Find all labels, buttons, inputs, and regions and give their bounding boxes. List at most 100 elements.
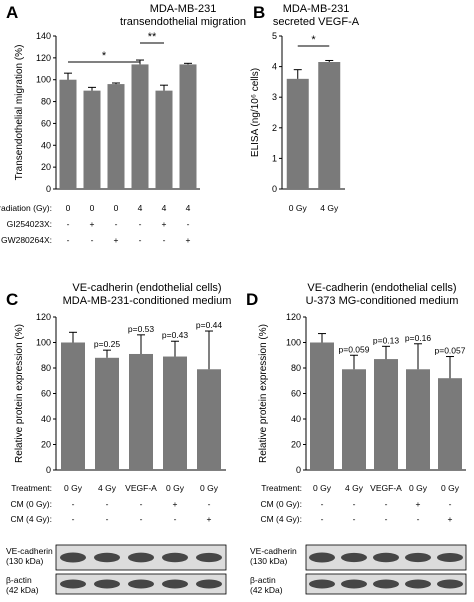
panel-b-bar (286, 78, 309, 189)
panel-a-bar (131, 64, 149, 189)
panel-a-row-value: 0 (66, 203, 71, 213)
panel-c-y-tick-label: 100 (36, 338, 51, 348)
panel-a-row-value: + (186, 235, 191, 245)
panel-a-row-label: Irradiation (Gy): (0, 203, 52, 213)
panel-c-blot-band (162, 579, 188, 589)
panel-c-row-label: CM (4 Gy): (10, 514, 52, 524)
panel-a-row-value: - (67, 219, 70, 229)
panel-d-p-value: p=0.13 (373, 335, 400, 345)
panel-d-y-axis-label: Relative protein expression (%) (258, 324, 269, 463)
panel-d-p-value: p=0.16 (405, 333, 432, 343)
panel-a-y-tick-label: 120 (36, 53, 51, 63)
panel-a-row-value: - (91, 235, 94, 245)
panel-b-y-tick-label: 3 (272, 92, 277, 102)
panel-d-row-value: VEGF-A (370, 483, 402, 493)
panel-c-row-label: Treatment: (11, 483, 52, 493)
panel-c-row-value: + (173, 499, 178, 509)
panel-d-y-tick-label: 20 (291, 440, 301, 450)
panel-c-y-tick-label: 40 (41, 414, 51, 424)
panel-c-y-tick-label: 60 (41, 389, 51, 399)
panel-c-blot-label: β-actin (6, 575, 32, 585)
panel-c-title-line: VE-cadherin (endothelial cells) (72, 282, 221, 294)
panel-c-row-value: 4 Gy (98, 483, 117, 493)
panel-c-row-value: 0 Gy (200, 483, 219, 493)
panel-d-y-tick-label: 60 (291, 389, 301, 399)
panel-a-y-tick-label: 100 (36, 75, 51, 85)
panel-c-blot-band (162, 552, 188, 563)
panel-b-y-tick-label: 4 (272, 62, 277, 72)
panel-d-row-value: - (321, 499, 324, 509)
panel-d-bar (374, 359, 398, 470)
panel-a-bar (83, 90, 101, 189)
panel-c-y-tick-label: 0 (46, 465, 51, 475)
panel-a-bar (179, 64, 197, 189)
panel-c-p-value: p=0.43 (162, 330, 189, 340)
panel-c-blot-band (196, 552, 222, 563)
panel-c-blot-label: VE-cadherin (6, 546, 53, 556)
panel-d-blot-band (405, 579, 431, 589)
panel-a-y-tick-label: 40 (41, 140, 51, 150)
panel-a-bar (107, 84, 125, 189)
panel-d-blot-band (373, 579, 399, 589)
panel-d-row-value: - (385, 499, 388, 509)
panel-a-row-value: + (162, 219, 167, 229)
panel-d-y-tick-label: 0 (296, 465, 301, 475)
panel-a-row-value: - (187, 219, 190, 229)
panel-c-bar (197, 369, 221, 470)
panel-c-row-value: 0 Gy (166, 483, 185, 493)
panel-a-row-value: + (90, 219, 95, 229)
panel-d-row-value: - (449, 499, 452, 509)
panel-c-row-value: - (72, 514, 75, 524)
panel-a-y-tick-label: 20 (41, 162, 51, 172)
panel-a-y-tick-label: 140 (36, 31, 51, 41)
panel-a-y-tick-label: 0 (46, 184, 51, 194)
panel-c-blot-label: (42 kDa) (6, 585, 39, 595)
panel-d-blot-label: (42 kDa) (250, 585, 283, 595)
panel-b-title-line: secreted VEGF-A (273, 16, 360, 28)
panel-d-p-value: p=0.059 (339, 344, 370, 354)
panel-a-row-value: + (114, 235, 119, 245)
panel-d-blot-band (373, 552, 399, 563)
panel-a-row-value: - (163, 235, 166, 245)
panel-d-row-label: Treatment: (261, 483, 302, 493)
panel-c-row-value: - (140, 514, 143, 524)
panel-d-blot-band (309, 579, 335, 589)
panel-c-p-value: p=0.53 (128, 324, 155, 334)
panel-c-row-value: - (106, 499, 109, 509)
panel-a-row-value: 4 (186, 203, 191, 213)
panel-d-blot-band (309, 552, 335, 563)
panel-d-p-value: p=0.057 (435, 346, 466, 356)
panel-d-blot-band (405, 552, 431, 563)
panel-c-p-value: p=0.44 (196, 320, 223, 330)
panel-d-row-label: CM (0 Gy): (260, 499, 302, 509)
panel-d-row-value: 0 Gy (409, 483, 428, 493)
panel-d-row-value: 0 Gy (313, 483, 332, 493)
panel-d-bar (342, 369, 366, 470)
panel-b-category-label: 0 Gy (289, 203, 308, 213)
panel-b-y-axis-label: ELISA (ng/10⁶ cells) (250, 68, 261, 157)
panel-c-bar (129, 353, 153, 470)
panel-c-row-value: - (106, 514, 109, 524)
panel-d-row-label: CM (4 Gy): (260, 514, 302, 524)
panel-c-row-value: - (174, 514, 177, 524)
panel-d-row-value: + (416, 499, 421, 509)
panel-d-row-value: 4 Gy (345, 483, 364, 493)
panel-d-title-line: VE-cadherin (endothelial cells) (307, 282, 456, 294)
panel-d-row-value: - (385, 514, 388, 524)
panel-b-significance-label: * (311, 34, 316, 46)
panel-a-row-value: 0 (114, 203, 119, 213)
panel-d-blot-label: (130 kDa) (250, 556, 287, 566)
panel-d-row-value: - (353, 499, 356, 509)
panel-a-title-line: transendothelial migration (120, 16, 246, 28)
panel-d-y-tick-label: 80 (291, 363, 301, 373)
panel-d-blot-band (437, 579, 463, 589)
panel-a-row-value: 4 (162, 203, 167, 213)
panel-c-bar (95, 357, 119, 470)
panel-c-blot-label: (130 kDa) (6, 556, 43, 566)
panel-c-row-value: - (140, 499, 143, 509)
panel-d-row-value: 0 Gy (441, 483, 460, 493)
panel-c-blot-band (60, 579, 86, 589)
panel-a-significance-label: ** (148, 31, 157, 43)
panel-a-row-value: - (139, 219, 142, 229)
